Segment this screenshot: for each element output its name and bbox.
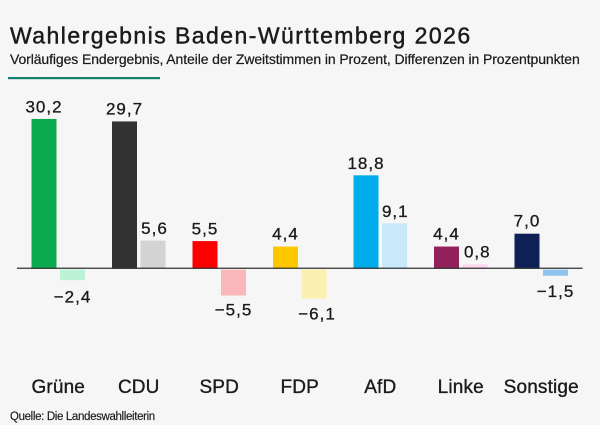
svg-text:9,1: 9,1 — [382, 202, 409, 221]
svg-text:−1,5: −1,5 — [537, 282, 575, 301]
svg-text:7,0: 7,0 — [514, 212, 541, 231]
svg-text:5,5: 5,5 — [192, 219, 219, 238]
svg-text:30,2: 30,2 — [25, 97, 62, 116]
svg-text:4,4: 4,4 — [433, 225, 460, 244]
svg-text:4,4: 4,4 — [272, 225, 299, 244]
svg-text:−5,5: −5,5 — [215, 301, 253, 320]
svg-text:29,7: 29,7 — [106, 100, 143, 119]
svg-text:CDU: CDU — [118, 377, 160, 398]
svg-text:5,6: 5,6 — [141, 219, 168, 238]
svg-text:−6,1: −6,1 — [298, 304, 336, 323]
svg-text:Vorläufiges Endergebnis, Antei: Vorläufiges Endergebnis, Anteile der Zwe… — [10, 51, 580, 67]
svg-text:Grüne: Grüne — [31, 377, 85, 398]
svg-text:Sonstige: Sonstige — [504, 377, 579, 398]
svg-text:18,8: 18,8 — [347, 154, 384, 173]
svg-text:0,8: 0,8 — [464, 242, 491, 261]
svg-text:Linke: Linke — [438, 377, 484, 398]
svg-text:Quelle: Die Landeswahlleiterin: Quelle: Die Landeswahlleiterin — [10, 411, 155, 423]
svg-text:SPD: SPD — [199, 377, 239, 398]
svg-text:AfD: AfD — [364, 377, 396, 398]
svg-text:−2,4: −2,4 — [54, 288, 92, 307]
svg-text:Wahlergebnis Baden-Württemberg: Wahlergebnis Baden-Württemberg 2026 — [10, 23, 472, 49]
svg-text:FDP: FDP — [281, 377, 319, 398]
